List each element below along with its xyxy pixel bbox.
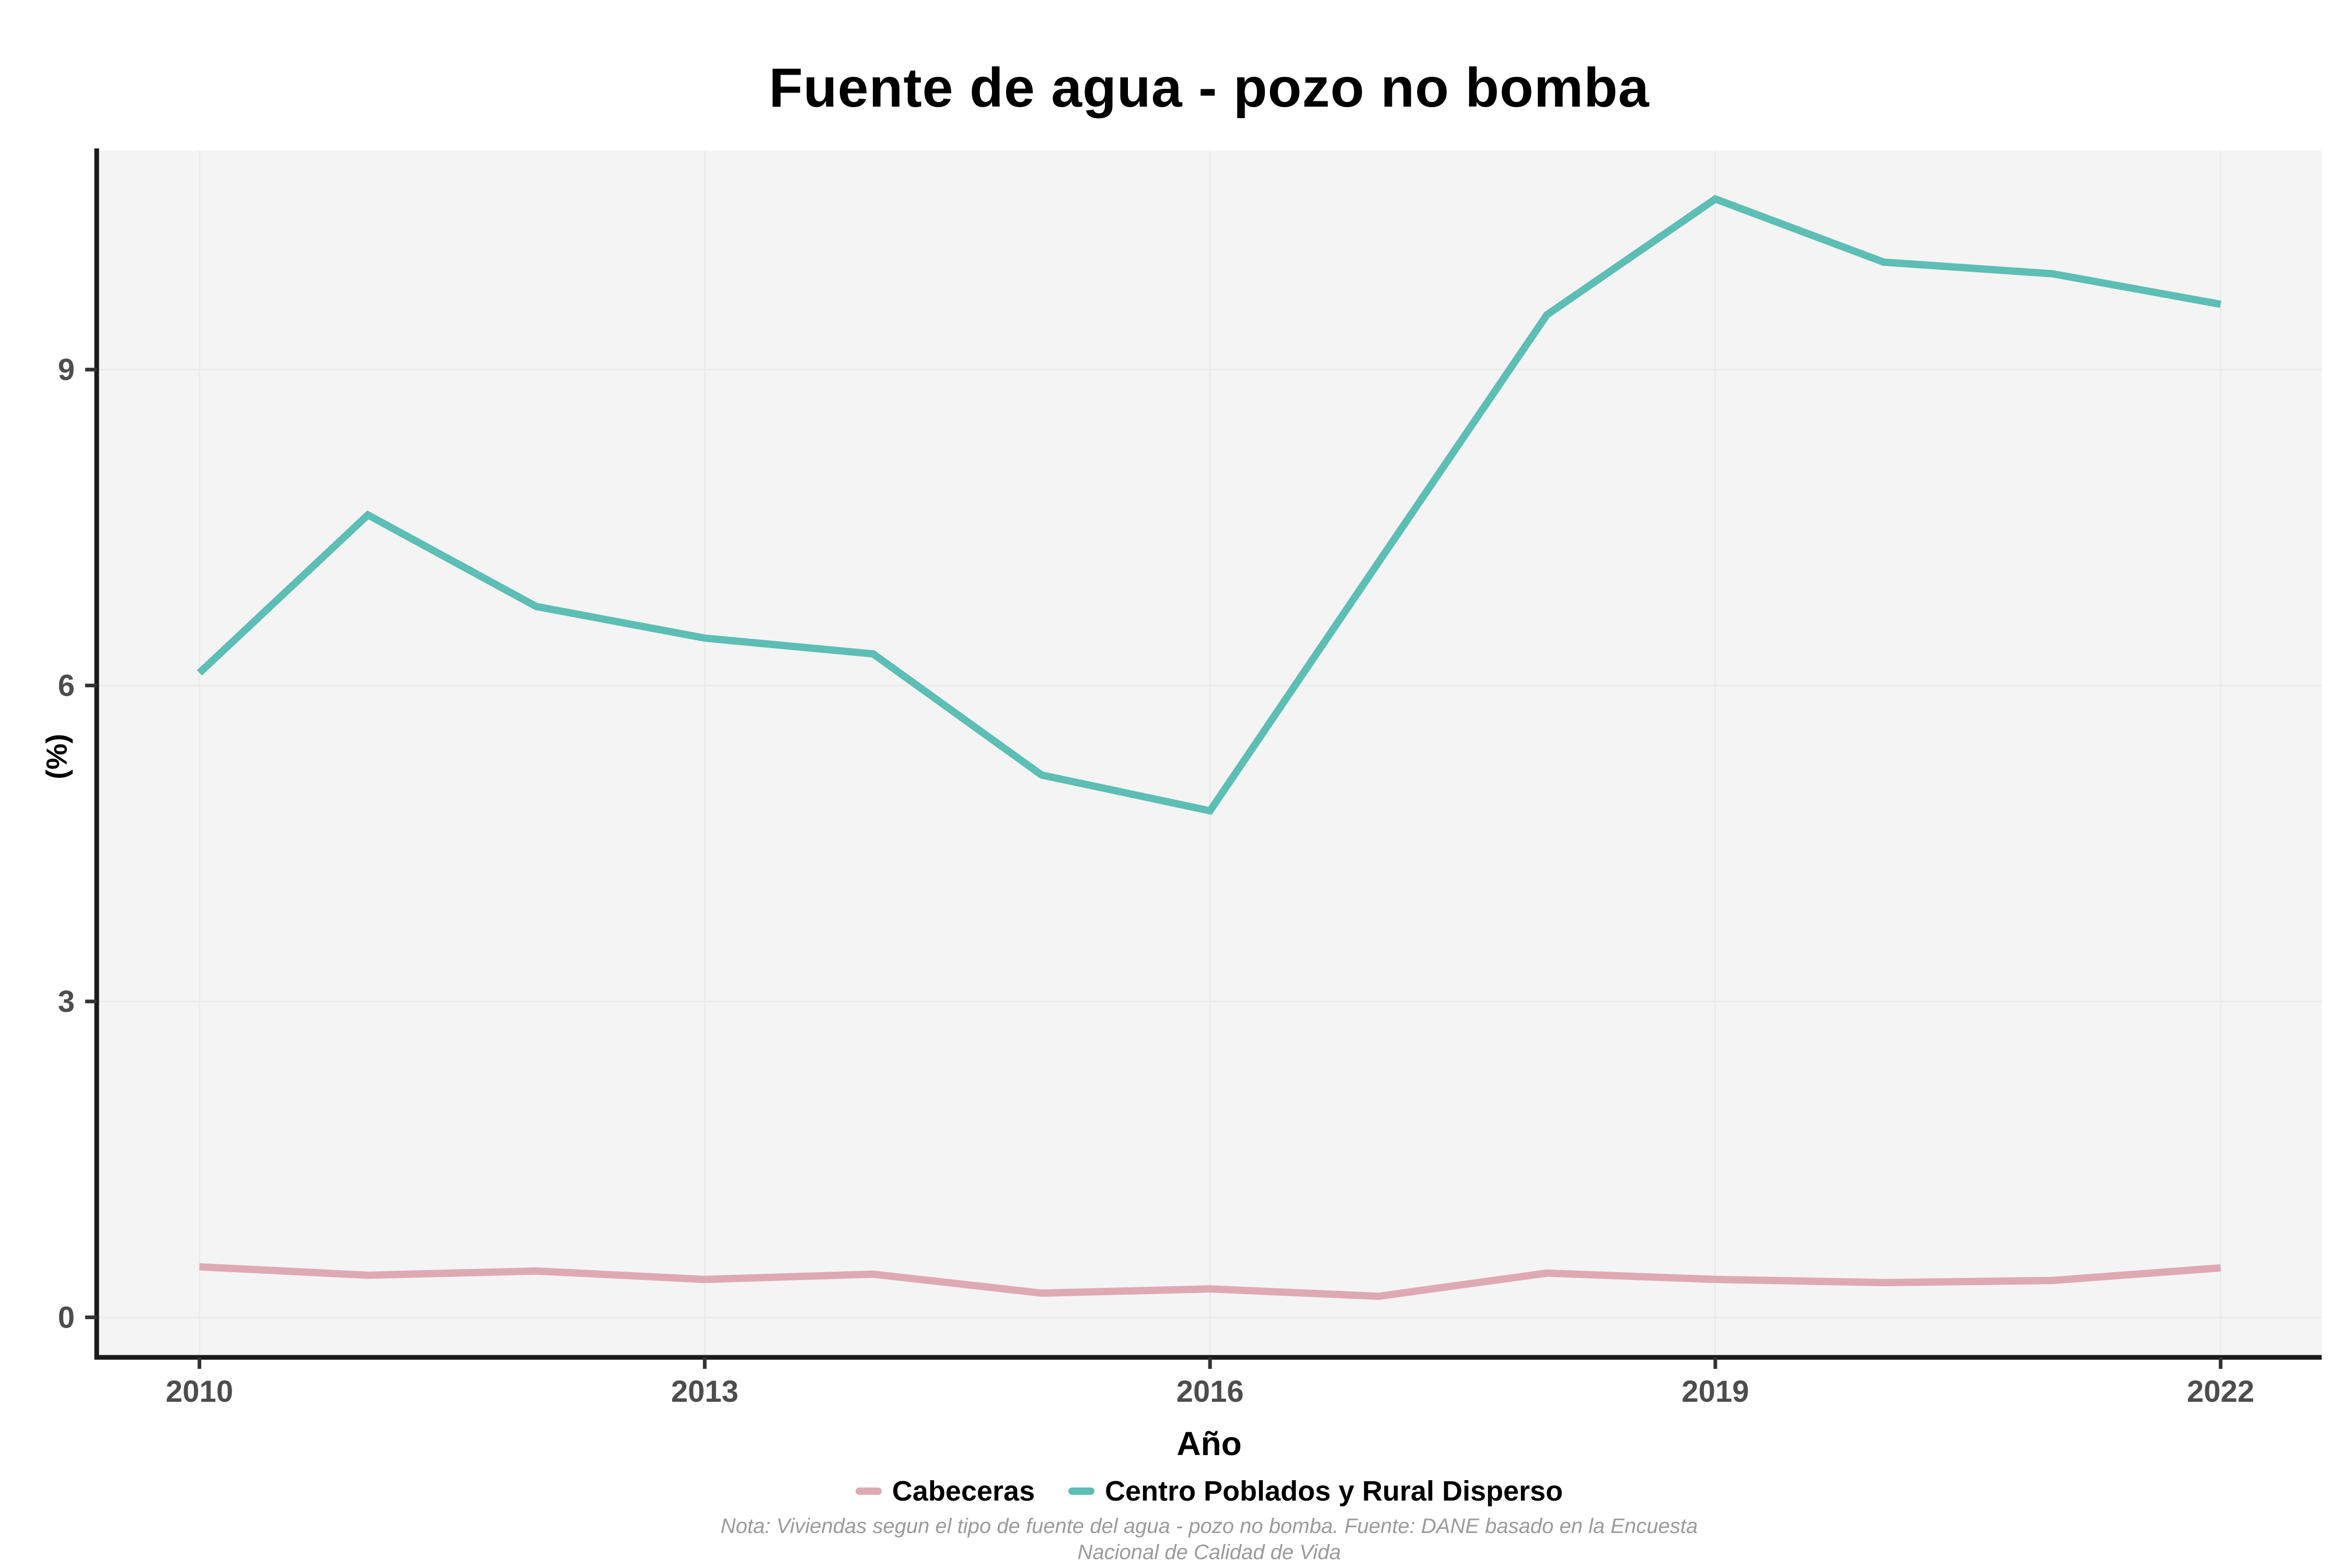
- y-tick-label: 9: [58, 353, 75, 387]
- x-tick-label: 2016: [1177, 1375, 1244, 1409]
- legend-item: Cabeceras: [855, 1475, 1035, 1507]
- footnote-line-1: Nota: Viviendas segun el tipo de fuente …: [720, 1515, 1698, 1538]
- x-tick-label: 2022: [2187, 1375, 2254, 1409]
- legend-key-swatch: [855, 1488, 882, 1495]
- footnote-line-2: Nacional de Calidad de Vida: [1077, 1541, 1341, 1564]
- x-axis-label: Año: [1177, 1425, 1242, 1462]
- y-tick-label: 3: [58, 985, 75, 1019]
- series-line: [199, 1263, 2221, 1300]
- legend-label: Cabeceras: [892, 1475, 1035, 1507]
- x-tick-label: 2019: [1681, 1375, 1749, 1409]
- legend: Cabeceras Centro Poblados y Rural Dispers…: [97, 1475, 2322, 1507]
- legend-label: Centro Poblados y Rural Disperso: [1105, 1475, 1563, 1507]
- legend-key-swatch: [1068, 1488, 1094, 1495]
- y-axis-label: (%): [40, 733, 73, 780]
- x-tick-label: 2010: [166, 1375, 233, 1409]
- y-tick-label: 0: [58, 1300, 75, 1334]
- plot-panel: [97, 151, 2322, 1357]
- x-tick-label: 2013: [671, 1375, 739, 1409]
- legend-item: Centro Poblados y Rural Disperso: [1068, 1475, 1563, 1507]
- series-line: [197, 194, 2221, 815]
- chart-title: Fuente de agua - pozo no bomba: [769, 57, 1650, 119]
- y-tick-label: 6: [58, 669, 75, 703]
